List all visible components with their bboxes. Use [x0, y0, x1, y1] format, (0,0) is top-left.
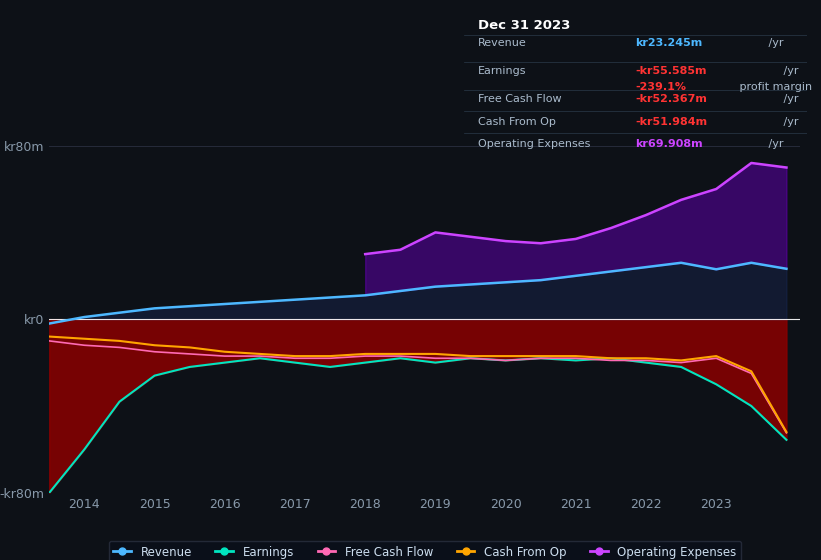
- Text: /yr: /yr: [780, 94, 798, 104]
- Text: Free Cash Flow: Free Cash Flow: [478, 94, 562, 104]
- Text: -kr51.984m: -kr51.984m: [635, 116, 708, 127]
- Text: Operating Expenses: Operating Expenses: [478, 139, 590, 149]
- Text: Cash From Op: Cash From Op: [478, 116, 556, 127]
- Text: /yr: /yr: [765, 38, 784, 48]
- Text: Revenue: Revenue: [478, 38, 526, 48]
- Text: kr23.245m: kr23.245m: [635, 38, 703, 48]
- Text: /yr: /yr: [765, 139, 784, 149]
- Legend: Revenue, Earnings, Free Cash Flow, Cash From Op, Operating Expenses: Revenue, Earnings, Free Cash Flow, Cash …: [108, 541, 741, 560]
- Text: -kr55.585m: -kr55.585m: [635, 66, 707, 76]
- Text: kr69.908m: kr69.908m: [635, 139, 703, 149]
- Text: profit margin: profit margin: [736, 82, 813, 92]
- Text: /yr: /yr: [780, 66, 798, 76]
- Text: Earnings: Earnings: [478, 66, 526, 76]
- Text: /yr: /yr: [780, 116, 798, 127]
- Text: Dec 31 2023: Dec 31 2023: [478, 18, 570, 31]
- Text: -239.1%: -239.1%: [635, 82, 686, 92]
- Text: -kr52.367m: -kr52.367m: [635, 94, 708, 104]
